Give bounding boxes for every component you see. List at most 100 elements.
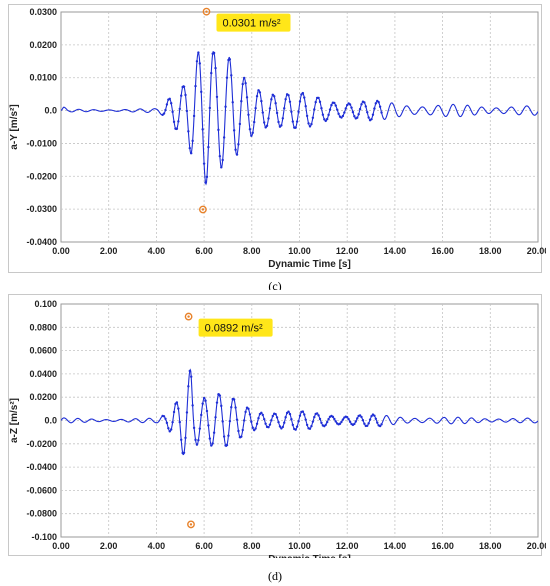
data-point	[313, 108, 316, 111]
x-axis-title: Dynamic Time [s]	[268, 554, 351, 558]
x-tick-label: 6.00	[195, 246, 213, 256]
data-point	[325, 117, 329, 121]
data-point	[287, 410, 290, 413]
data-point	[290, 417, 293, 421]
data-point	[255, 94, 259, 98]
x-tick-label: 10.00	[288, 246, 311, 256]
data-point	[235, 418, 239, 421]
data-point	[174, 402, 177, 406]
data-point	[162, 112, 166, 115]
data-point	[295, 425, 299, 428]
data-point	[254, 427, 257, 430]
data-point	[165, 421, 169, 425]
peak-callout-box	[216, 13, 291, 32]
data-point	[180, 438, 183, 442]
data-point	[188, 369, 191, 373]
data-point	[301, 410, 305, 413]
data-point	[260, 411, 263, 415]
data-point	[263, 121, 266, 124]
data-point	[198, 62, 202, 65]
data-point	[323, 118, 326, 121]
data-point	[327, 417, 330, 421]
peak-marker	[187, 520, 195, 529]
data-point	[230, 74, 233, 77]
data-point	[202, 396, 206, 400]
data-point	[284, 416, 287, 419]
data-point	[267, 117, 270, 120]
data-point	[320, 106, 323, 110]
data-point	[344, 107, 347, 110]
data-point	[215, 401, 219, 404]
data-point	[238, 122, 242, 126]
data-point	[242, 76, 246, 80]
data-point	[184, 436, 187, 440]
data-point	[242, 419, 246, 422]
peak-marker	[202, 7, 211, 16]
data-point	[317, 96, 320, 100]
chart-svg-d: 0.00 2.00 4.00 6.00 8.00 10.00 12.00 14.00 16.00…	[9, 299, 546, 558]
data-point	[265, 124, 269, 127]
y-axis-title: a-Y [m/s²]	[9, 104, 20, 149]
data-point	[248, 413, 252, 416]
data-point	[288, 100, 292, 103]
y-axis-title: a-Z [m/s²]	[9, 398, 20, 443]
data-point	[327, 113, 330, 117]
data-point	[192, 114, 196, 118]
data-point	[247, 113, 250, 117]
data-point	[301, 91, 305, 95]
y-tick-label: -0.0400	[26, 237, 57, 247]
y-tick-label: -0.0800	[26, 509, 57, 519]
data-point	[267, 426, 270, 429]
figure-caption-d: (d)	[268, 569, 282, 583]
data-point	[207, 145, 210, 149]
data-point	[334, 104, 337, 107]
data-point	[367, 422, 370, 425]
peak-marker-dot	[189, 523, 193, 526]
data-point	[194, 84, 197, 88]
data-point	[298, 100, 302, 103]
data-point	[357, 113, 360, 116]
data-point	[241, 428, 244, 432]
x-tick-label: 12.00	[336, 541, 359, 551]
data-point	[185, 411, 189, 414]
data-point	[171, 420, 174, 424]
peak-marker-dot	[205, 10, 208, 13]
data-point	[358, 414, 362, 417]
data-point	[317, 414, 320, 417]
data-point	[171, 110, 174, 114]
peak-callout-box	[198, 318, 273, 337]
data-point	[208, 437, 212, 440]
data-point	[250, 420, 253, 423]
data-point	[187, 130, 190, 133]
data-point	[303, 413, 306, 416]
data-point	[361, 419, 365, 422]
y-tick-label: 0.0200	[29, 40, 57, 50]
y-tick-label: 0.0200	[29, 392, 57, 402]
data-point	[333, 417, 336, 421]
data-point	[225, 443, 229, 447]
y-tick-label: 0.0400	[29, 369, 57, 379]
data-point	[373, 414, 376, 417]
data-point	[244, 82, 247, 85]
data-point	[341, 114, 345, 118]
x-tick-label: 0.00	[52, 541, 70, 551]
chart-svg-c: 0.00 2.00 4.00 6.00 8.00 10.00 12.00 14.00 16.00…	[9, 7, 546, 270]
data-point	[271, 93, 274, 96]
x-tick-label: 0.00	[52, 246, 70, 256]
data-point	[363, 101, 366, 104]
data-point	[313, 415, 316, 419]
data-point	[197, 51, 200, 54]
data-point	[320, 421, 323, 424]
data-point	[363, 422, 366, 425]
y-tick-label: 0.0	[44, 106, 57, 116]
data-point	[258, 91, 262, 94]
data-point	[230, 406, 233, 409]
data-point	[277, 420, 280, 424]
data-point	[294, 126, 297, 129]
data-point	[307, 122, 310, 125]
data-point	[192, 426, 196, 430]
y-tick-label: 0.0800	[29, 322, 57, 332]
data-point	[270, 98, 273, 101]
data-point	[304, 105, 307, 108]
data-point	[268, 107, 272, 110]
